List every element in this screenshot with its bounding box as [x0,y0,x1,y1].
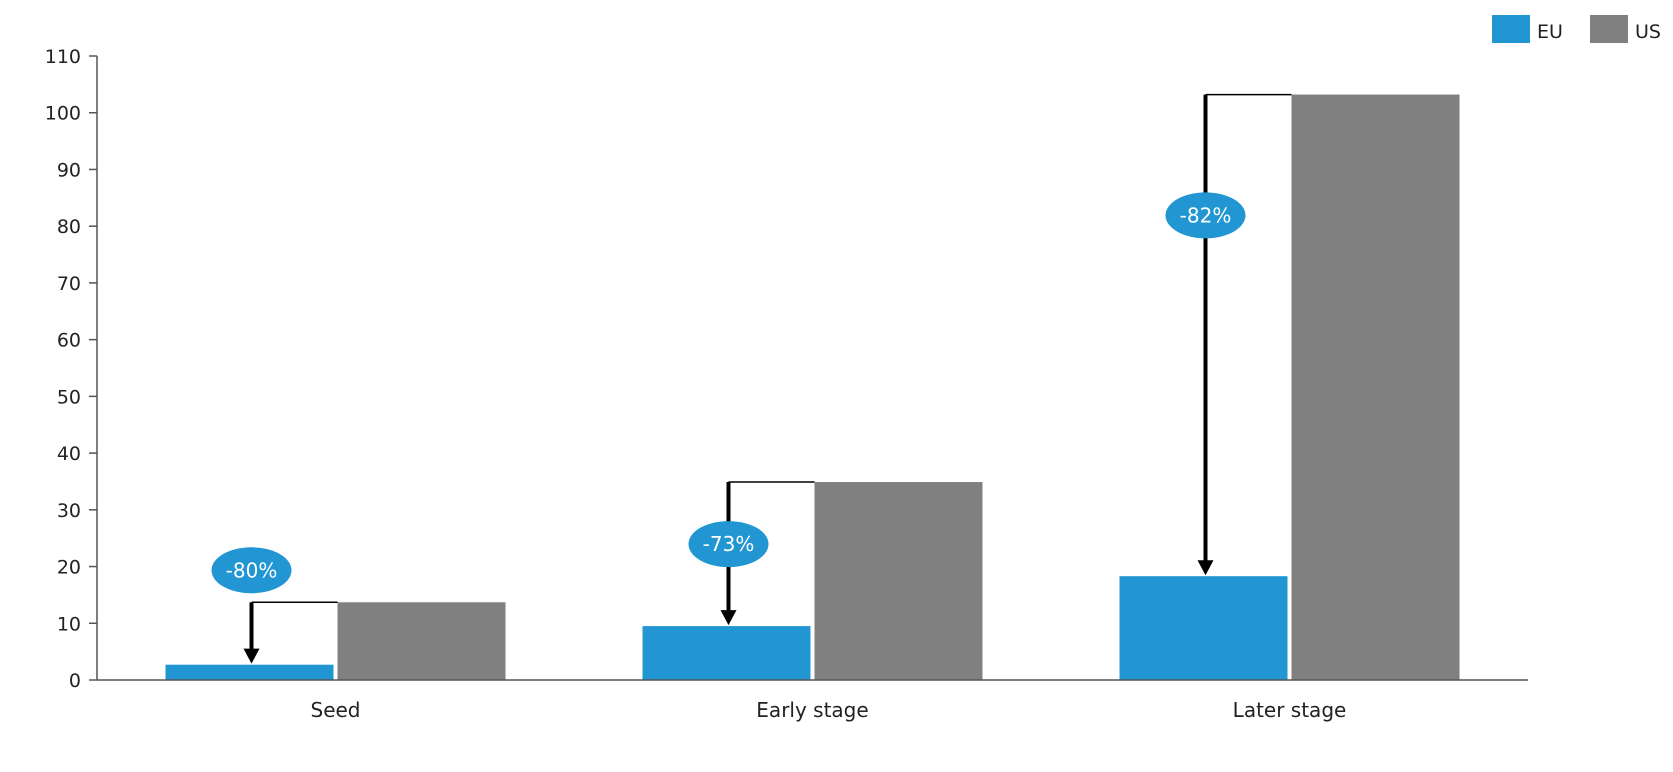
gap-badge [211,547,292,594]
bars [165,94,1460,681]
legend-label-eu: EU [1537,21,1563,43]
gap-badge-label: -82% [1180,203,1232,227]
y-tick-label: 110 [45,46,81,68]
bar-us-early-stage [814,482,983,680]
bar-us-later-stage [1291,94,1460,681]
y-tick-label: 40 [57,443,81,465]
y-tick-label: 100 [45,103,81,125]
legend-label-us: US [1635,21,1661,43]
bar-eu-later-stage [1119,576,1288,680]
y-tick-label: 80 [57,216,81,238]
gap-badge-label: -80% [226,558,278,582]
y-tick-label: 20 [57,557,81,579]
y-axis: 0 10 20 30 40 50 60 70 80 90 100 110 [45,46,98,692]
y-tick-label: 70 [57,273,81,295]
gap-badge [688,521,769,568]
legend: EU US [1492,15,1661,43]
legend-swatch-eu [1492,15,1530,43]
gap-arrow-head [1197,560,1214,576]
y-tick-label: 50 [57,386,81,408]
legend-swatch-us [1590,15,1628,43]
gap-annotations: -80% -73% -82% [211,93,1292,664]
gap-badge-label: -73% [703,532,755,556]
y-tick-label: 0 [69,670,81,692]
gap-badge [1165,192,1246,239]
gap-arrow-head [243,648,260,664]
bar-us-seed [337,602,506,680]
y-tick-label: 10 [57,613,81,635]
y-tick-label: 60 [57,330,81,352]
x-category-label: Later stage [1233,698,1347,722]
x-category-label: Early stage [756,698,868,722]
y-tick-label: 90 [57,159,81,181]
gap-arrow-head [720,610,737,626]
bar-eu-seed [165,664,334,680]
bar-eu-early-stage [642,626,811,680]
x-category-label: Seed [311,698,361,722]
y-tick-label: 30 [57,500,81,522]
x-axis: Seed Early stage Later stage [97,679,1528,722]
